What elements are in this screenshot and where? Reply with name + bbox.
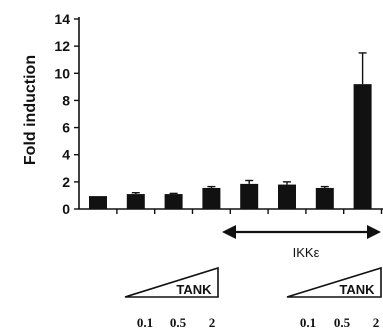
- y-tick-label: 6: [62, 120, 70, 136]
- y-tick-label: 8: [62, 92, 70, 108]
- tank-ramp-right: [286, 266, 382, 298]
- tank-dose-left-1: 0.1: [137, 315, 153, 330]
- bar-6: [278, 184, 296, 209]
- y-tick-label: 12: [54, 38, 70, 54]
- tank-dose-right-1: 0.1: [300, 315, 316, 330]
- bar-5: [240, 183, 259, 209]
- y-tick-label: 0: [62, 201, 70, 217]
- tank-dose-left-2: 0.5: [170, 315, 187, 330]
- tank-dose-right-3: 2: [373, 315, 380, 330]
- tank-dose-left-3: 2: [209, 315, 216, 330]
- y-axis-title: Fold induction: [22, 55, 39, 165]
- bar-3: [164, 194, 183, 209]
- y-tick-label: 14: [54, 11, 70, 27]
- bar-4: [202, 187, 221, 209]
- bar-8: [353, 84, 372, 209]
- tank-label-left: TANK: [176, 282, 212, 297]
- bar-1: [89, 196, 107, 209]
- tank-ramp-left: [124, 266, 219, 298]
- y-tick-label: 10: [54, 65, 70, 81]
- ikk-epsilon-label: IKKε: [293, 245, 320, 260]
- y-tick-label: 4: [62, 147, 70, 163]
- bar-2: [126, 194, 145, 209]
- tank-label-right: TANK: [339, 282, 375, 297]
- tank-dose-right-2: 0.5: [334, 315, 351, 330]
- y-tick-label: 2: [62, 174, 70, 190]
- bar-7: [315, 187, 334, 209]
- ikk-epsilon-arrow: [222, 225, 381, 239]
